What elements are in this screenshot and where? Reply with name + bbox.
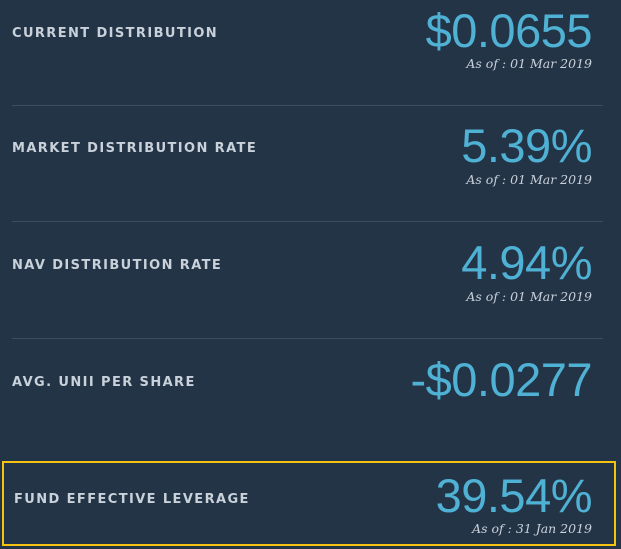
metric-as-of-date: As of : 01 Mar 2019 xyxy=(466,172,592,187)
metric-row-nav-distribution-rate: NAV DISTRIBUTION RATE 4.94% As of : 01 M… xyxy=(12,222,603,339)
metric-as-of-date: As of : 01 Mar 2019 xyxy=(466,289,592,304)
metric-row-fund-effective-leverage-highlighted: FUND EFFECTIVE LEVERAGE 39.54% As of : 3… xyxy=(2,461,616,546)
metric-row-avg-unii-per-share: AVG. UNII PER SHARE -$0.0277 xyxy=(12,339,603,456)
metric-as-of-date: As of : 01 Mar 2019 xyxy=(466,56,592,71)
metric-value: 5.39% xyxy=(461,119,592,172)
metric-label: MARKET DISTRIBUTION RATE xyxy=(12,141,258,156)
metric-label: CURRENT DISTRIBUTION xyxy=(12,26,219,41)
metric-value: 39.54% xyxy=(435,469,593,522)
metric-label: AVG. UNII PER SHARE xyxy=(12,375,196,390)
metric-row-market-distribution-rate: MARKET DISTRIBUTION RATE 5.39% As of : 0… xyxy=(12,106,603,222)
metric-row-current-distribution: CURRENT DISTRIBUTION $0.0655 As of : 01 … xyxy=(12,0,603,106)
metric-value: 4.94% xyxy=(461,236,592,289)
metric-value: $0.0655 xyxy=(425,4,593,57)
metric-label: FUND EFFECTIVE LEVERAGE xyxy=(14,492,250,507)
metric-label: NAV DISTRIBUTION RATE xyxy=(12,258,223,273)
metric-as-of-date: As of : 31 Jan 2019 xyxy=(472,521,592,536)
metric-value: -$0.0277 xyxy=(410,353,592,406)
